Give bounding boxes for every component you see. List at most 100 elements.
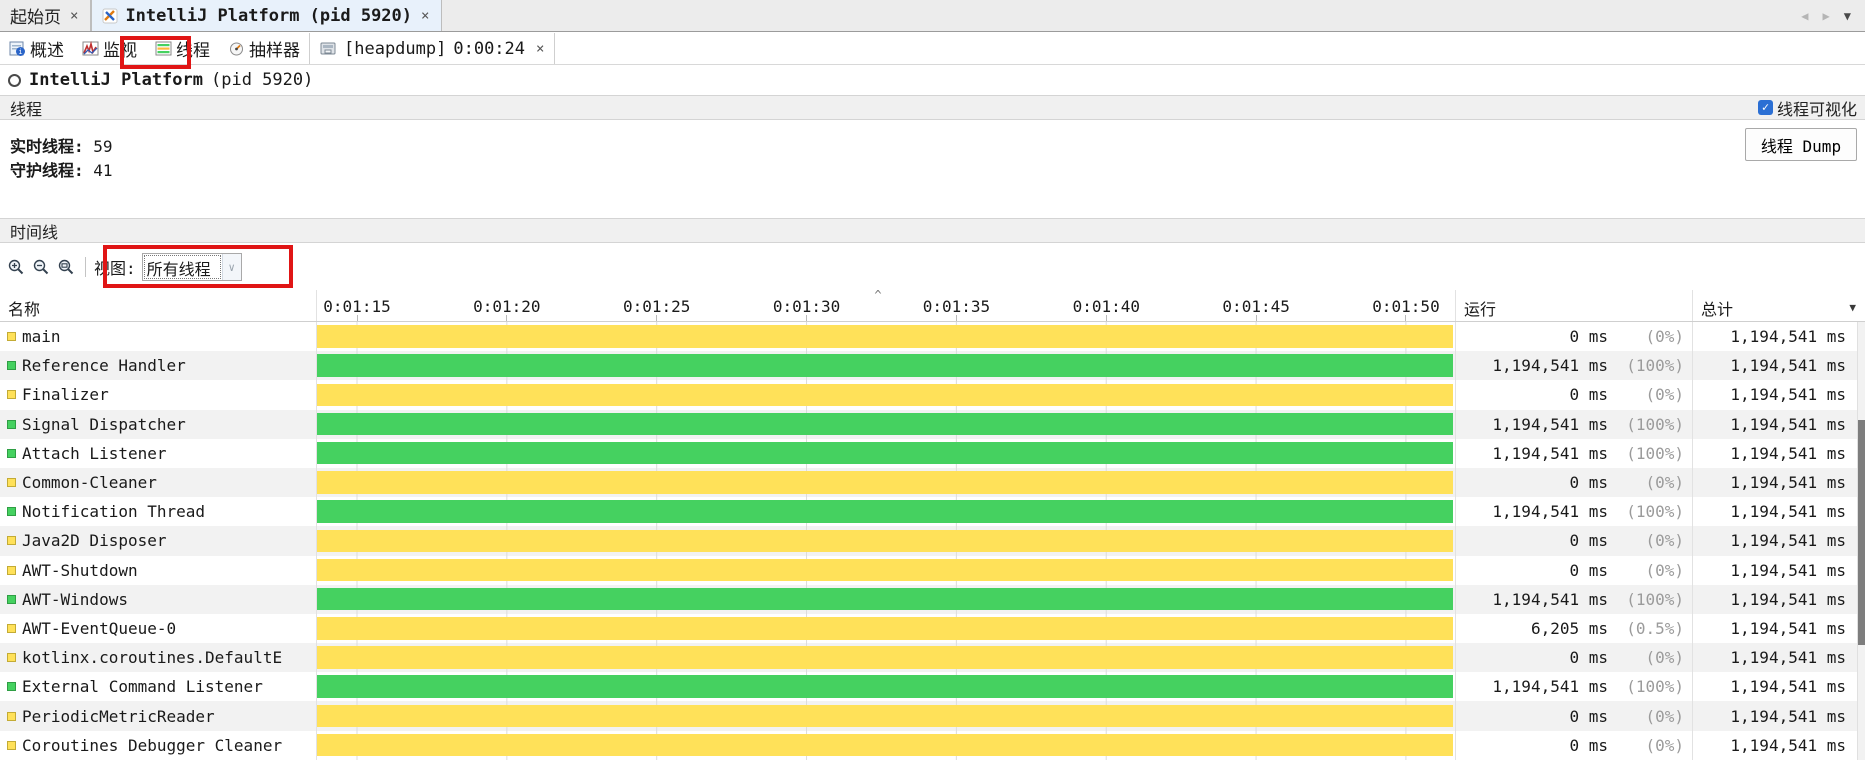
running-time-value: 0 ms — [1569, 735, 1608, 755]
thread-name: main — [22, 327, 61, 347]
intellij-icon — [102, 8, 118, 24]
zoom-out-icon[interactable] — [32, 258, 50, 276]
table-row[interactable]: External Command Listener 1,194,541 ms (… — [0, 672, 1865, 702]
subtab-monitor[interactable]: 监视 — [73, 33, 146, 64]
column-header-name[interactable]: 名称 — [0, 290, 317, 321]
thread-timeline-cell[interactable] — [317, 526, 1455, 556]
table-row[interactable]: main 0 ms (0%) 1,194,541 ms — [0, 322, 1865, 352]
thread-state-icon — [7, 507, 16, 517]
thread-timeline-cell[interactable] — [317, 701, 1455, 731]
thread-state-icon — [7, 740, 16, 750]
thread-name: AWT-Shutdown — [22, 560, 138, 580]
thread-timeline-cell[interactable] — [317, 672, 1455, 702]
thread-timeline-cell[interactable] — [317, 467, 1455, 498]
total-time-value: 1,194,541 ms — [1730, 356, 1846, 376]
close-icon[interactable]: × — [421, 7, 430, 24]
thread-timeline-cell[interactable] — [317, 438, 1455, 468]
table-row[interactable]: kotlinx.coroutines.DefaultE 0 ms (0%) 1,… — [0, 643, 1865, 673]
timeline-tick-label: 0:01:45 — [1222, 297, 1290, 316]
timeline-tick-label: 0:01:35 — [922, 297, 991, 316]
thread-state-bar — [317, 704, 1453, 728]
thread-name: AWT-EventQueue-0 — [22, 618, 177, 638]
thread-name: Signal Dispatcher — [22, 414, 186, 434]
thread-state-icon — [7, 361, 16, 371]
thread-timeline-cell[interactable] — [317, 380, 1455, 410]
thread-timeline-cell[interactable] — [317, 643, 1455, 673]
zoom-in-icon[interactable] — [7, 258, 25, 276]
total-time-value: 1,194,541 ms — [1730, 473, 1846, 493]
daemon-threads-stat: 守护线程: 41 — [10, 157, 113, 181]
total-time-value: 1,194,541 ms — [1730, 589, 1846, 609]
zoom-fit-icon[interactable] — [57, 258, 75, 276]
table-row[interactable]: Notification Thread 1,194,541 ms (100%) … — [0, 497, 1865, 527]
thread-timeline-cell[interactable] — [317, 584, 1455, 614]
timeline-tick-mark — [806, 315, 808, 321]
total-time-value: 1,194,541 ms — [1730, 677, 1846, 697]
thread-visualization-label: 线程可视化 — [1776, 99, 1857, 119]
subtab-monitor-label: 监视 — [103, 41, 137, 61]
table-row[interactable]: Attach Listener 1,194,541 ms (100%) 1,19… — [0, 438, 1865, 468]
thread-timeline-cell[interactable] — [317, 497, 1455, 527]
running-percent-value: (100%) — [1626, 502, 1684, 522]
table-row[interactable]: Coroutines Debugger Cleaner 0 ms (0%) 1,… — [0, 730, 1865, 760]
live-threads-label: 实时线程: — [10, 137, 84, 156]
table-row[interactable]: Common-Cleaner 0 ms (0%) 1,194,541 ms — [0, 467, 1865, 498]
table-row[interactable]: Reference Handler 1,194,541 ms (100%) 1,… — [0, 351, 1865, 381]
table-row[interactable]: PeriodicMetricReader 0 ms (0%) 1,194,541… — [0, 701, 1865, 731]
tab-intellij-label: IntelliJ Platform (pid 5920) — [125, 5, 413, 26]
sampler-icon — [228, 40, 245, 57]
thread-name: PeriodicMetricReader — [22, 706, 215, 726]
checkbox-checked-icon[interactable]: ✓ — [1757, 100, 1773, 115]
thread-state-icon — [7, 536, 16, 546]
close-icon[interactable]: × — [536, 40, 545, 57]
timeline-tick-mark — [955, 315, 957, 321]
tab-start-page[interactable]: 起始页 × — [0, 0, 92, 31]
threads-table-header: 名称 0:01:15 0:01:20 0:01:25 0:01:30 0:01:35 0:… — [0, 288, 1865, 322]
table-row[interactable]: AWT-Windows 1,194,541 ms (100%) 1,194,54… — [0, 584, 1865, 614]
thread-view-dropdown[interactable]: 所有线程 ∨ — [141, 253, 242, 281]
thread-timeline-cell[interactable] — [317, 351, 1455, 381]
svg-text:i: i — [18, 48, 22, 56]
subtab-threads[interactable]: 线程 — [146, 33, 219, 64]
thread-state-icon — [7, 711, 16, 721]
column-header-total[interactable]: 总计 — [1692, 290, 1858, 321]
tab-scroll-right-icon[interactable]: ▶ — [1822, 8, 1830, 23]
thread-state-bar — [317, 617, 1453, 640]
vertical-scrollbar[interactable] — [1857, 322, 1865, 760]
thread-name: kotlinx.coroutines.DefaultE — [22, 648, 283, 668]
scrollbar-thumb[interactable] — [1858, 420, 1865, 645]
thread-dump-button[interactable]: 线程 Dump — [1745, 128, 1857, 161]
thread-timeline-cell[interactable] — [317, 730, 1455, 760]
running-percent-value: (0%) — [1645, 327, 1684, 347]
timeline-tick-mark — [506, 315, 508, 321]
table-row[interactable]: AWT-EventQueue-0 6,205 ms (0.5%) 1,194,5… — [0, 613, 1865, 644]
thread-timeline-cell[interactable] — [317, 555, 1455, 585]
tab-list-menu-icon[interactable]: ▼ — [1843, 8, 1851, 23]
tab-start-page-label: 起始页 — [10, 8, 61, 28]
table-row[interactable]: Signal Dispatcher 1,194,541 ms (100%) 1,… — [0, 409, 1865, 439]
table-row[interactable]: Java2D Disposer 0 ms (0%) 1,194,541 ms — [0, 526, 1865, 556]
table-row[interactable]: AWT-Shutdown 0 ms (0%) 1,194,541 ms — [0, 555, 1865, 585]
tab-scroll-left-icon[interactable]: ◀ — [1801, 8, 1809, 23]
thread-state-icon — [7, 623, 16, 633]
thread-visualization-toggle[interactable]: ✓ 线程可视化 — [1757, 96, 1857, 120]
running-time-value: 0 ms — [1569, 706, 1608, 726]
main-tab-bar: 起始页 × IntelliJ Platform (pid 5920) × ◀ ▶… — [0, 0, 1865, 32]
tab-intellij-platform[interactable]: IntelliJ Platform (pid 5920) × — [91, 0, 443, 31]
thread-timeline-cell[interactable] — [317, 613, 1455, 644]
thread-name: Java2D Disposer — [22, 531, 167, 551]
subtab-heapdump[interactable]: [heapdump] 0:00:24 × — [309, 33, 556, 64]
column-selector-icon[interactable]: ▼ — [1849, 301, 1856, 314]
timeline-axis: 0:01:15 0:01:20 0:01:25 0:01:30 0:01:35 0:01:… — [317, 288, 1455, 321]
subtab-sampler[interactable]: 抽样器 — [219, 33, 309, 64]
running-percent-value: (0%) — [1645, 531, 1684, 551]
thread-timeline-cell[interactable] — [317, 322, 1455, 352]
close-icon[interactable]: × — [70, 7, 79, 24]
timeline-tick-mark — [356, 315, 358, 321]
column-header-running[interactable]: 运行 — [1455, 290, 1692, 321]
table-row[interactable]: Finalizer 0 ms (0%) 1,194,541 ms — [0, 380, 1865, 410]
subtab-heapdump-label: [heapdump] — [344, 38, 447, 59]
chevron-down-icon[interactable]: ∨ — [221, 254, 241, 280]
subtab-overview[interactable]: i 概述 — [0, 33, 73, 64]
thread-timeline-cell[interactable] — [317, 409, 1455, 439]
